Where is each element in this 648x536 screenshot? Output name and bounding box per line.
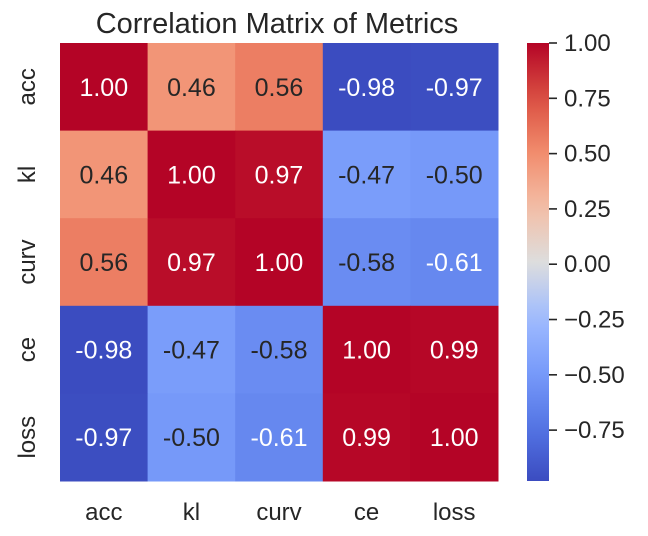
cell-value-label: -0.50 — [163, 424, 220, 452]
heatmap-cell-curv-kl — [147, 218, 236, 307]
cell-value-label: 0.46 — [79, 161, 128, 189]
heatmap-cell-loss-curv — [235, 393, 324, 482]
colorbar: 1.00 0.75 0.50 0.25 0.00 −0.25 −0.50 −0.75 — [527, 30, 625, 481]
y-tick-label-loss: loss — [14, 416, 41, 459]
cell-value-label: 0.56 — [79, 249, 128, 277]
cell-value-label: -0.47 — [163, 337, 220, 365]
cell-value-label: 1.00 — [79, 74, 128, 102]
heatmap-cell-ce-acc — [60, 305, 149, 394]
colorbar-tick-label: −0.50 — [564, 362, 625, 389]
x-axis-tick-labels: acc kl curv ce loss — [85, 499, 475, 526]
heatmap-cell-curv-acc — [60, 218, 149, 307]
cell-value-label: -0.97 — [426, 74, 483, 102]
cell-value-label: -0.97 — [75, 424, 132, 452]
cell-value-label: 1.00 — [430, 424, 479, 452]
colorbar-tick-label: 0.75 — [564, 85, 611, 112]
heatmap-cell-kl-kl — [147, 130, 236, 219]
heatmap-cell-acc-curv — [235, 43, 324, 132]
colorbar-tick-label: 0.25 — [564, 196, 611, 223]
heatmap-cell-loss-kl — [147, 393, 236, 482]
heatmap-cell-curv-ce — [322, 218, 411, 307]
cell-value-label: -0.98 — [75, 337, 132, 365]
cell-value-label: 1.00 — [167, 161, 216, 189]
colorbar-tick-label: −0.75 — [564, 417, 625, 444]
cell-value-label: 1.00 — [342, 337, 391, 365]
y-tick-label-kl: kl — [14, 166, 41, 183]
x-tick-label-ce: ce — [354, 499, 379, 526]
colorbar-tick-label: −0.25 — [564, 307, 625, 334]
cell-value-label: 0.99 — [342, 424, 391, 452]
x-tick-label-kl: kl — [183, 499, 200, 526]
heatmap-cell-acc-kl — [147, 43, 236, 132]
colorbar-tick-label: 0.50 — [564, 141, 611, 168]
heatmap-cell-acc-ce — [322, 43, 411, 132]
cell-value-label: -0.61 — [426, 249, 483, 277]
heatmap-cell-ce-kl — [147, 305, 236, 394]
heatmap-cell-loss-ce — [322, 393, 411, 482]
cell-value-label: -0.58 — [251, 337, 308, 365]
heatmap-cell-loss-acc — [60, 393, 149, 482]
heatmap-cell-kl-ce — [322, 130, 411, 219]
heatmap-cell-acc-acc — [60, 43, 149, 132]
x-tick-label-acc: acc — [85, 499, 122, 526]
heatmap-cell-kl-acc — [60, 130, 149, 219]
cell-value-label: 0.99 — [430, 337, 479, 365]
colorbar-tick-label: 0.00 — [564, 251, 611, 278]
cell-value-label: 0.46 — [167, 74, 216, 102]
cell-value-label: -0.58 — [338, 249, 395, 277]
cell-value-label: -0.47 — [338, 161, 395, 189]
cell-value-label: 1.00 — [255, 249, 304, 277]
x-tick-label-curv: curv — [256, 499, 301, 526]
chart-title: Correlation Matrix of Metrics — [96, 8, 459, 40]
cell-value-label: -0.50 — [426, 161, 483, 189]
heatmap-cell-curv-curv — [235, 218, 324, 307]
heatmap-cell-acc-loss — [410, 43, 499, 132]
cell-value-label: -0.61 — [251, 424, 308, 452]
heatmap-cell-kl-curv — [235, 130, 324, 219]
x-tick-label-loss: loss — [433, 499, 476, 526]
heatmap-cell-kl-loss — [410, 130, 499, 219]
y-axis-tick-labels: acc kl curv ce loss — [14, 68, 41, 458]
y-tick-label-curv: curv — [14, 239, 41, 284]
heatmap-cell-ce-loss — [410, 305, 499, 394]
cell-value-label: 0.97 — [255, 161, 304, 189]
heatmap-cells: 1.00 0.46 0.56 -0.98 -0.97 0.46 1.00 0.97 -0.47 -… — [60, 43, 499, 482]
cell-value-label: 0.56 — [255, 74, 304, 102]
cell-value-label: 0.97 — [167, 249, 216, 277]
colorbar-gradient-bar — [527, 43, 549, 481]
heatmap-cell-ce-curv — [235, 305, 324, 394]
y-tick-label-ce: ce — [14, 337, 41, 362]
heatmap-cell-curv-loss — [410, 218, 499, 307]
y-tick-label-acc: acc — [14, 68, 41, 105]
heatmap-cell-ce-ce — [322, 305, 411, 394]
colorbar-tick-label: 1.00 — [564, 30, 611, 57]
cell-value-label: -0.98 — [338, 74, 395, 102]
heatmap-cell-loss-loss — [410, 393, 499, 482]
